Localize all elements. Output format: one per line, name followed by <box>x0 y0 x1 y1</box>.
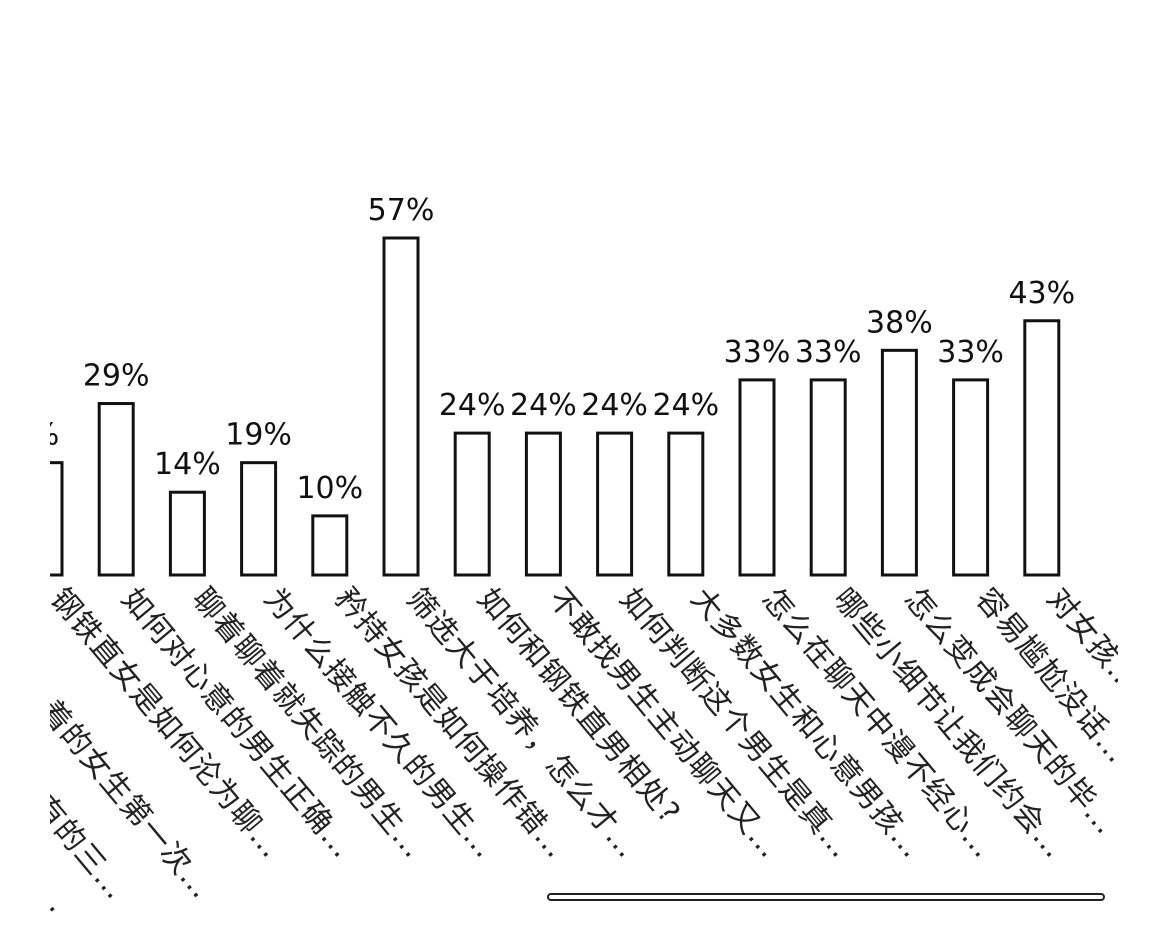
bar-value-label: 14% <box>154 447 221 482</box>
horizontal-scrollbar[interactable] <box>547 893 1105 901</box>
bar <box>524 431 562 577</box>
bar-value-label: 43% <box>1008 276 1075 311</box>
bar-value-label: 24% <box>510 388 577 423</box>
bar-value-label: 10% <box>296 471 363 506</box>
bar <box>453 431 491 577</box>
bar-value-label: % <box>31 418 60 453</box>
bar <box>50 461 64 577</box>
bar-value-label: 24% <box>581 388 648 423</box>
bar <box>738 378 776 577</box>
bar <box>809 378 847 577</box>
bar <box>880 348 918 577</box>
bar-value-label: 38% <box>866 305 933 340</box>
bar <box>311 514 349 577</box>
plot-area: %钢铁直女是如何沦为聊…29%如何对心意的男生正确…14%聊着聊着就失踪的男生…… <box>31 193 1118 920</box>
bar <box>97 402 135 577</box>
bar <box>952 378 990 577</box>
bar <box>168 490 206 577</box>
bar-value-label: 24% <box>652 388 719 423</box>
bar-value-label: 33% <box>795 335 862 370</box>
bar-value-label: 29% <box>83 359 150 394</box>
bar-value-label: 57% <box>368 193 435 228</box>
bar <box>596 431 634 577</box>
bar-value-label: 24% <box>439 388 506 423</box>
bar <box>240 461 278 577</box>
bar-value-label: 19% <box>225 418 292 453</box>
bar <box>382 236 420 577</box>
bar-value-label: 33% <box>937 335 1004 370</box>
bar <box>1023 319 1061 577</box>
bar-value-label: 33% <box>724 335 791 370</box>
bar <box>667 431 705 577</box>
